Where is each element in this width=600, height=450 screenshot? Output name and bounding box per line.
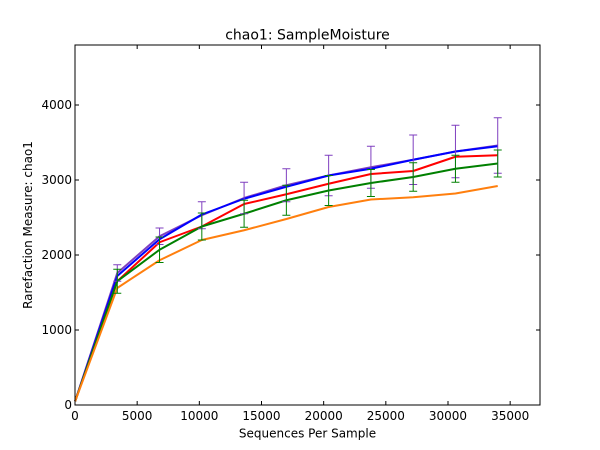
- x-tick-label: 10000: [180, 409, 218, 423]
- y-tick-label: 3000: [41, 173, 72, 187]
- y-tick-label: 0: [64, 398, 72, 412]
- x-tick-label: 15000: [242, 409, 280, 423]
- x-tick-label: 35000: [491, 409, 529, 423]
- x-tick-label: 5000: [122, 409, 153, 423]
- plot-frame: [74, 44, 541, 406]
- error-bar-layer: [113, 117, 502, 294]
- x-tick-label: 25000: [367, 409, 405, 423]
- x-tick-label: 0: [71, 409, 79, 423]
- error-bar: [240, 199, 249, 228]
- x-axis: 0 5000 10000 15000 20000 25000 30000 35000: [71, 45, 529, 423]
- y-axis-label: Rarefaction Measure: chao1: [21, 141, 35, 309]
- x-axis-label: Sequences Per Sample: [239, 427, 376, 441]
- series-line-5: [74, 185, 498, 402]
- y-tick-label: 2000: [41, 248, 72, 262]
- plot-area: [75, 45, 540, 405]
- error-bar: [493, 149, 502, 178]
- y-axis: 0 1000 2000 3000 4000: [41, 98, 540, 412]
- y-tick-label: 4000: [41, 98, 72, 112]
- chart-title: chao1: SampleMoisture: [225, 28, 390, 44]
- error-bar: [366, 169, 375, 197]
- error-bar: [113, 268, 122, 294]
- x-tick-label: 30000: [429, 409, 467, 423]
- error-bar: [282, 184, 291, 216]
- error-bar: [155, 236, 164, 263]
- error-bar: [324, 175, 333, 206]
- y-tick-label: 1000: [41, 323, 72, 337]
- error-bar: [451, 154, 460, 183]
- error-bar: [197, 212, 206, 241]
- error-bar: [409, 162, 418, 192]
- x-tick-label: 20000: [305, 409, 343, 423]
